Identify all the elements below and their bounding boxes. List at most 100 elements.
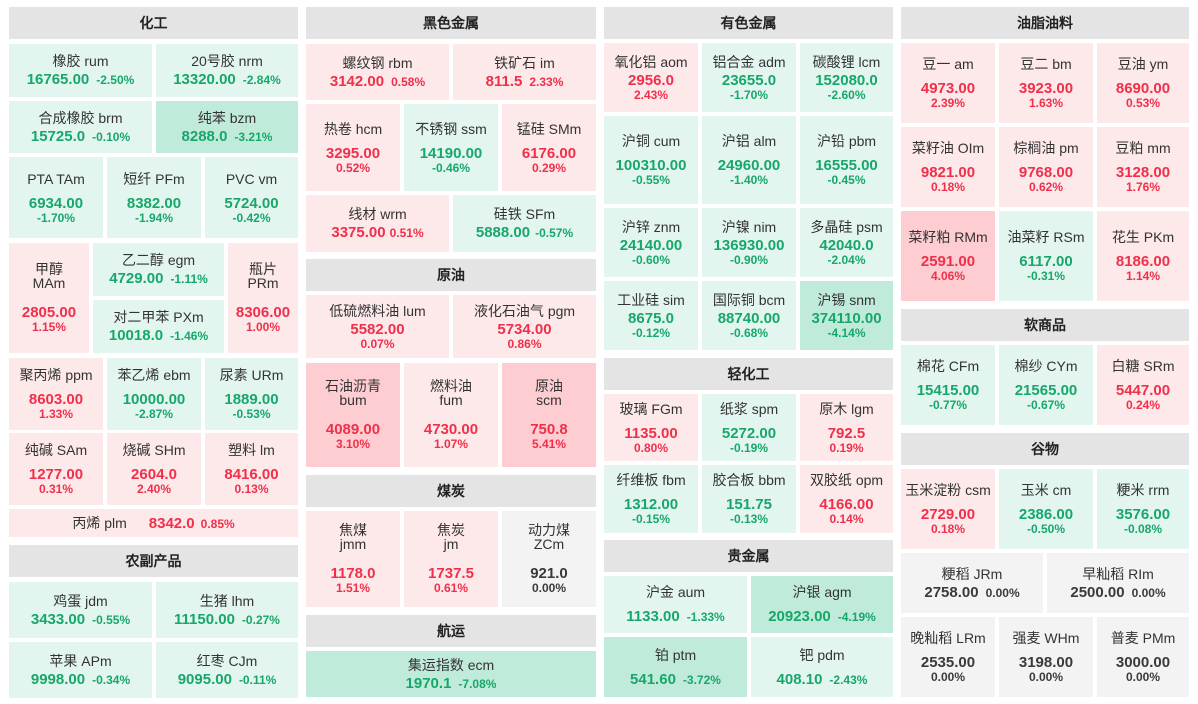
tile-bbm[interactable]: 胶合板 bbm 151.75 -0.13% — [702, 465, 796, 533]
contract-name: 硅铁 SFm — [493, 206, 556, 222]
tile-CFm[interactable]: 棉花 CFm 15415.00 -0.77% — [901, 345, 995, 425]
contract-name: 氧化铝 aom — [614, 53, 688, 70]
tile-TAm[interactable]: PTA TAm 6934.00 -1.70% — [9, 157, 103, 238]
price: 15415.00 — [916, 382, 980, 399]
contract-code: jm — [443, 536, 459, 552]
price: 4166.00 — [819, 496, 874, 513]
tile-fum[interactable]: 燃料油 fum 4730.00 1.07% — [404, 363, 498, 467]
tile-lgm[interactable]: 原木 lgm 792.5 0.19% — [800, 394, 893, 461]
tile-PMm[interactable]: 普麦 PMm 3000.00 0.00% — [1097, 617, 1189, 697]
tile-lm[interactable]: 塑料 lm 8416.00 0.13% — [205, 433, 298, 505]
tile-hcm[interactable]: 热卷 hcm 3295.00 0.52% — [306, 104, 400, 191]
tile-ecm[interactable]: 集运指数 ecm 1970.1 -7.08% — [306, 651, 596, 697]
tile-opm[interactable]: 双胶纸 opm 4166.00 0.14% — [800, 465, 893, 533]
tile-MAm[interactable]: 甲醇 MAm 2805.00 1.15% — [9, 243, 89, 353]
tile-pbm[interactable]: 沪铅 pbm 16555.00 -0.45% — [800, 116, 893, 204]
change-pct: -0.42% — [232, 210, 271, 225]
tile-PFm[interactable]: 短纤 PFm 8382.00 -1.94% — [107, 157, 201, 238]
tile-rum[interactable]: 橡胶 rum 16765.00 -2.50% — [9, 44, 152, 97]
contract-name: 工业硅 sim — [617, 291, 685, 308]
tile-aom[interactable]: 氧化铝 aom 2956.0 2.43% — [604, 43, 698, 112]
price: 1312.00 — [623, 496, 679, 513]
tile-bum[interactable]: 石油沥青 bum 4089.00 3.10% — [306, 363, 400, 467]
tile-SHm[interactable]: 烧碱 SHm 2604.0 2.40% — [107, 433, 201, 505]
tile-FGm[interactable]: 玻璃 FGm 1135.00 0.80% — [604, 394, 698, 461]
tile-RIm[interactable]: 早籼稻 RIm 2500.00 0.00% — [1047, 553, 1189, 613]
tile-jdm[interactable]: 鸡蛋 jdm 3433.00 -0.55% — [9, 582, 152, 638]
tile-URm[interactable]: 尿素 URm 1889.00 -0.53% — [205, 358, 298, 430]
tile-RSm[interactable]: 油菜籽 RSm 6117.00 -0.31% — [999, 211, 1093, 301]
tile-pdm[interactable]: 钯 pdm 408.10 -2.43% — [751, 637, 893, 697]
change-pct: -1.70% — [729, 87, 769, 102]
tile-ym[interactable]: 豆油 ym 8690.00 0.53% — [1097, 43, 1189, 123]
tile-WHm[interactable]: 强麦 WHm 3198.00 0.00% — [999, 617, 1093, 697]
tile-wrm[interactable]: 线材 wrm 3375.00 0.51% — [306, 195, 449, 252]
tile-lcm[interactable]: 碳酸锂 lcm 152080.0 -2.60% — [800, 43, 893, 112]
tile-agm[interactable]: 沪银 agm 20923.00 -4.19% — [751, 576, 893, 633]
change-pct: -1.70% — [36, 210, 76, 225]
tile-rbm[interactable]: 螺纹钢 rbm 3142.00 0.58% — [306, 44, 449, 100]
tile-PKm[interactable]: 花生 PKm 8186.00 1.14% — [1097, 211, 1189, 301]
contract-name: 沪铜 cum — [621, 133, 681, 149]
tile-CJm[interactable]: 红枣 CJm 9095.00 -0.11% — [156, 642, 298, 698]
tile-egm[interactable]: 乙二醇 egm 4729.00 -1.11% — [93, 243, 224, 296]
tile-PXm[interactable]: 对二甲苯 PXm 10018.0 -1.46% — [93, 300, 224, 353]
tile-jmm[interactable]: 焦煤 jmm 1178.0 1.51% — [306, 511, 400, 607]
tile-bzm[interactable]: 纯苯 bzm 8288.0 -3.21% — [156, 101, 298, 153]
change-pct: -2.84% — [242, 73, 281, 87]
change-pct: -0.90% — [729, 252, 769, 267]
tile-ppm[interactable]: 聚丙烯 ppm 8603.00 1.33% — [9, 358, 103, 430]
tile-vm[interactable]: PVC vm 5724.00 -0.42% — [205, 157, 298, 238]
tile-alm[interactable]: 沪铝 alm 24960.00 -1.40% — [702, 116, 796, 204]
tile-ssm[interactable]: 不锈钢 ssm 14190.00 -0.46% — [404, 104, 498, 191]
tile-sim[interactable]: 工业硅 sim 8675.0 -0.12% — [604, 281, 698, 350]
tile-lum[interactable]: 低硫燃料油 lum 5582.00 0.07% — [306, 295, 449, 358]
change-pct: -0.57% — [535, 226, 574, 240]
tile-psm[interactable]: 多晶硅 psm 42040.0 -2.04% — [800, 208, 893, 277]
tile-snm[interactable]: 沪锡 snm 374110.00 -4.14% — [800, 281, 893, 350]
tile-CYm[interactable]: 棉纱 CYm 21565.00 -0.67% — [999, 345, 1093, 425]
tile-cum[interactable]: 沪铜 cum 100310.00 -0.55% — [604, 116, 698, 204]
tile-znm[interactable]: 沪锌 znm 24140.00 -0.60% — [604, 208, 698, 277]
tile-PRm[interactable]: 瓶片 PRm 8306.00 1.00% — [228, 243, 298, 353]
tile-aum[interactable]: 沪金 aum 1133.00 -1.33% — [604, 576, 747, 633]
tile-pm[interactable]: 棕榈油 pm 9768.00 0.62% — [999, 127, 1093, 207]
tile-JRm[interactable]: 粳稻 JRm 2758.00 0.00% — [901, 553, 1043, 613]
change-pct: 0.29% — [531, 160, 567, 175]
tile-ebm[interactable]: 苯乙烯 ebm 10000.00 -2.87% — [107, 358, 201, 430]
tile-nim[interactable]: 沪镍 nim 136930.00 -0.90% — [702, 208, 796, 277]
change-pct: -2.43% — [829, 672, 868, 687]
tile-OIm[interactable]: 菜籽油 OIm 9821.00 0.18% — [901, 127, 995, 207]
tile-bm[interactable]: 豆二 bm 3923.00 1.63% — [999, 43, 1093, 123]
tile-bcm[interactable]: 国际铜 bcm 88740.00 -0.68% — [702, 281, 796, 350]
contract-name: 红枣 CJm — [196, 652, 258, 669]
tile-csm[interactable]: 玉米淀粉 csm 2729.00 0.18% — [901, 469, 995, 549]
tile-jm[interactable]: 焦炭 jm 1737.5 0.61% — [404, 511, 498, 607]
tile-RMm[interactable]: 菜籽粕 RMm 2591.00 4.06% — [901, 211, 995, 301]
tile-SRm[interactable]: 白糖 SRm 5447.00 0.24% — [1097, 345, 1189, 425]
tile-APm[interactable]: 苹果 APm 9998.00 -0.34% — [9, 642, 152, 698]
tile-ptm[interactable]: 铂 ptm 541.60 -3.72% — [604, 637, 747, 697]
tile-rrm[interactable]: 粳米 rrm 3576.00 -0.08% — [1097, 469, 1189, 549]
tile-fbm[interactable]: 纤维板 fbm 1312.00 -0.15% — [604, 465, 698, 533]
tile-SMm[interactable]: 锰硅 SMm 6176.00 0.29% — [502, 104, 596, 191]
tile-LRm[interactable]: 晚籼稻 LRm 2535.00 0.00% — [901, 617, 995, 697]
tile-spm[interactable]: 纸浆 spm 5272.00 -0.19% — [702, 394, 796, 461]
change-pct: -0.68% — [729, 325, 769, 340]
tile-lhm[interactable]: 生猪 lhm 11150.00 -0.27% — [156, 582, 298, 638]
tile-adm[interactable]: 铝合金 adm 23655.0 -1.70% — [702, 43, 796, 112]
change-pct: -4.14% — [827, 325, 866, 340]
tile-SAm[interactable]: 纯碱 SAm 1277.00 0.31% — [9, 433, 103, 505]
change-pct: 5.41% — [531, 437, 567, 451]
tile-SFm[interactable]: 硅铁 SFm 5888.00 -0.57% — [453, 195, 596, 252]
tile-mm[interactable]: 豆粕 mm 3128.00 1.76% — [1097, 127, 1189, 207]
tile-pgm[interactable]: 液化石油气 pgm 5734.00 0.86% — [453, 295, 596, 358]
tile-nrm[interactable]: 20号胶 nrm 13320.00 -2.84% — [156, 44, 298, 97]
tile-im[interactable]: 铁矿石 im 811.5 2.33% — [453, 44, 596, 100]
tile-plm[interactable]: 丙烯 plm 8342.0 0.85% — [9, 509, 298, 537]
tile-cm[interactable]: 玉米 cm 2386.00 -0.50% — [999, 469, 1093, 549]
tile-brm[interactable]: 合成橡胶 brm 15725.0 -0.10% — [9, 101, 152, 153]
tile-ZCm[interactable]: 动力煤 ZCm 921.0 0.00% — [502, 511, 596, 607]
tile-scm[interactable]: 原油 scm 750.8 5.41% — [502, 363, 596, 467]
tile-am[interactable]: 豆一 am 4973.00 2.39% — [901, 43, 995, 123]
